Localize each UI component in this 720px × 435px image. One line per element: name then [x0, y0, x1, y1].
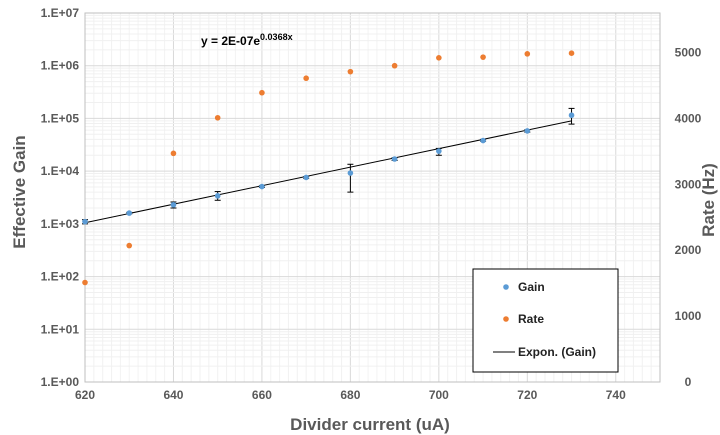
x-tick-label: 740: [606, 388, 626, 402]
rate-point: [524, 51, 531, 57]
rate-points-layer: [82, 50, 575, 286]
x-tick-label: 680: [340, 388, 360, 402]
y2-tick-label: 1000: [675, 309, 702, 323]
rate-point: [170, 150, 177, 157]
trendline: [84, 120, 572, 224]
y-tick-label: 1.E+04: [41, 164, 80, 178]
left-axis-ticks: 1.E+00 1.E+01 1.E+02 1.E+03 1.E+04 1.E+05 1.E+…: [41, 6, 80, 389]
gridlines: [84, 12, 661, 383]
x-axis-ticks: 620 640 660 680 700 720 740: [75, 388, 626, 402]
gain-point: [170, 201, 177, 208]
gain-point: [347, 170, 354, 176]
y-tick-label: 1.E+06: [41, 59, 80, 73]
y-tick-label: 1.E+01: [41, 322, 80, 336]
rate-point: [214, 114, 221, 121]
y2-tick-label: 2000: [675, 243, 702, 257]
rate-point: [303, 75, 309, 82]
right-axis-ticks: 0 1000 2000 3000 4000 5000: [675, 46, 702, 389]
equation-prefix: y = 2E-07e: [201, 34, 260, 48]
gain-point: [436, 148, 442, 154]
legend-marker-rate: [503, 316, 509, 322]
gain-point: [524, 128, 531, 134]
trendline-layer: [84, 120, 572, 224]
plot-area-border: [84, 12, 661, 383]
rate-point: [391, 62, 398, 69]
y-tick-label: 1.E+05: [41, 111, 80, 125]
rate-point: [480, 54, 486, 60]
rate-point: [436, 55, 442, 61]
gain-point: [391, 156, 398, 162]
gain-point: [126, 210, 133, 216]
equation-exponent: 0.0368x: [260, 32, 293, 42]
y2-tick-label: 5000: [675, 46, 702, 60]
y-tick-label: 1.E+02: [41, 270, 80, 284]
gain-point: [480, 137, 486, 144]
gain-point: [303, 174, 309, 181]
rate-point: [82, 279, 88, 286]
legend: Gain Rate Expon. (Gain): [472, 268, 619, 373]
y2-axis-title: Rate (Hz): [699, 163, 718, 237]
gain-point: [214, 193, 221, 199]
rate-point: [259, 89, 265, 96]
x-axis-title: Divider current (uA): [290, 415, 450, 434]
legend-marker-gain: [503, 284, 509, 290]
y-tick-label: 1.E+07: [41, 6, 80, 20]
gain-point: [259, 183, 265, 190]
x-tick-label: 660: [252, 388, 272, 402]
y-tick-label: 1.E+00: [41, 375, 80, 389]
x-tick-label: 640: [163, 388, 183, 402]
legend-label-rate: Rate: [518, 312, 544, 326]
y2-tick-label: 0: [685, 375, 692, 389]
legend-label-trendline: Expon. (Gain): [518, 345, 596, 359]
gain-point: [82, 218, 88, 225]
rate-point: [126, 242, 133, 249]
x-tick-label: 720: [517, 388, 537, 402]
legend-label-gain: Gain: [518, 280, 545, 294]
trendline-equation: y = 2E-07e0.0368x: [201, 32, 293, 48]
y2-tick-label: 4000: [675, 111, 702, 125]
legend-box: [472, 268, 619, 373]
y-axis-title: Effective Gain: [10, 135, 29, 248]
rate-point: [347, 68, 354, 75]
gain-point: [568, 112, 575, 119]
y2-tick-label: 3000: [675, 177, 702, 191]
rate-point: [568, 50, 575, 56]
y-tick-label: 1.E+03: [41, 217, 80, 231]
x-tick-label: 700: [429, 388, 449, 402]
x-tick-label: 620: [75, 388, 95, 402]
gain-points-layer: [82, 112, 575, 225]
